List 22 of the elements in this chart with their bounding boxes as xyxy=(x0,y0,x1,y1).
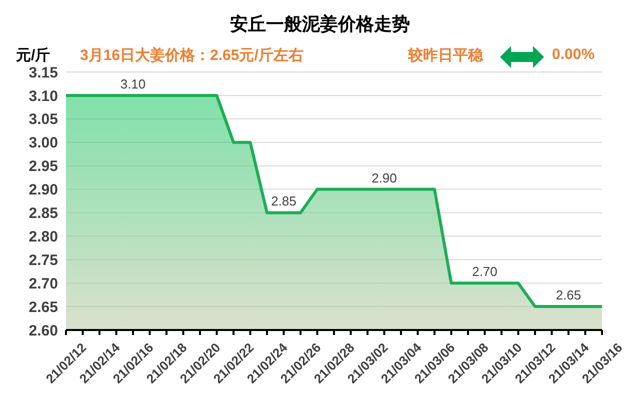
y-tick-label: 2.90 xyxy=(28,182,58,199)
y-tick-label: 3.10 xyxy=(28,88,58,105)
y-tick-label: 2.85 xyxy=(28,205,58,222)
data-label: 3.10 xyxy=(120,76,146,92)
y-tick-label: 2.75 xyxy=(28,252,58,269)
y-tick-label: 3.15 xyxy=(28,64,58,82)
data-label: 2.65 xyxy=(556,288,582,303)
chart-title: 安丘一般泥姜价格走势 xyxy=(229,13,411,36)
y-tick-label: 2.60 xyxy=(28,322,58,340)
y-tick-label: 2.95 xyxy=(28,158,58,176)
text: 3月16日大姜价格：2.65元/斤左右 xyxy=(80,46,304,65)
y-tick-label: 3.05 xyxy=(28,111,58,128)
text: 较昨日平稳 xyxy=(408,46,483,65)
y-tick-label: 2.80 xyxy=(28,228,58,246)
text: 0.00% xyxy=(552,46,595,63)
data-label: 2.90 xyxy=(372,170,397,186)
y-tick-label: 3.00 xyxy=(28,134,58,152)
y-tick-label: 2.70 xyxy=(28,275,58,292)
data-label: 2.70 xyxy=(472,264,498,280)
y-tick-label: 2.65 xyxy=(28,298,58,316)
y-axis-title: 元/斤 xyxy=(16,46,50,65)
data-label: 2.85 xyxy=(271,194,296,209)
